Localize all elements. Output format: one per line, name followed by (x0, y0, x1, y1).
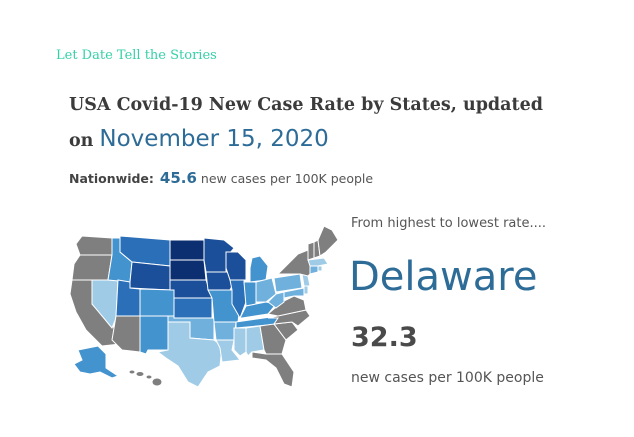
state-WI[interactable] (225, 251, 247, 281)
state-OH[interactable] (255, 277, 277, 303)
highlighted-state-unit: new cases per 100K people (351, 370, 544, 386)
highlighted-state-rate: 32.3 (351, 322, 418, 353)
state-TX[interactable] (156, 321, 223, 388)
brand-title: Let Date Tell the Stories (56, 48, 217, 63)
us-state-rate-map (69, 225, 339, 388)
state-MA[interactable] (307, 257, 329, 267)
state-AZ[interactable] (111, 315, 141, 353)
state-MS[interactable] (233, 327, 247, 357)
state-DE[interactable] (303, 285, 309, 295)
state-CO[interactable] (139, 288, 175, 317)
state-NC[interactable] (267, 309, 311, 327)
state-NM[interactable] (139, 315, 169, 355)
title-on-word: on (69, 131, 94, 151)
state-VT[interactable] (307, 241, 315, 261)
state-KS[interactable] (173, 297, 213, 319)
state-AR[interactable] (213, 321, 237, 341)
state-AK[interactable] (73, 345, 120, 379)
update-date: November 15, 2020 (99, 126, 329, 152)
highlighted-state-name: Delaware (349, 254, 538, 300)
state-WY[interactable] (129, 261, 171, 291)
state-SD[interactable] (169, 259, 207, 281)
state-RI[interactable] (317, 265, 323, 272)
state-CT[interactable] (309, 265, 319, 275)
page-title: USA Covid-19 New Case Rate by States, up… (69, 95, 543, 115)
state-HI[interactable] (128, 369, 163, 387)
nationwide-value: 45.6 (159, 169, 197, 187)
state-ME[interactable] (317, 225, 339, 257)
state-NE[interactable] (169, 279, 213, 299)
state-ND[interactable] (169, 239, 205, 261)
state-OR[interactable] (71, 254, 113, 281)
state-FL[interactable] (251, 351, 295, 388)
ranking-caption: From highest to lowest rate.... (351, 216, 546, 231)
state-WA[interactable] (75, 235, 113, 256)
nationwide-unit: new cases per 100K people (200, 171, 374, 186)
nationwide-label: Nationwide: (69, 171, 154, 186)
state-MI[interactable] (249, 255, 269, 283)
state-MD[interactable] (283, 287, 305, 299)
nationwide-rate: Nationwide: 45.6 new cases per 100K people (69, 170, 373, 186)
state-IN[interactable] (243, 281, 257, 307)
page-title-date-line: on November 15, 2020 (69, 128, 329, 151)
